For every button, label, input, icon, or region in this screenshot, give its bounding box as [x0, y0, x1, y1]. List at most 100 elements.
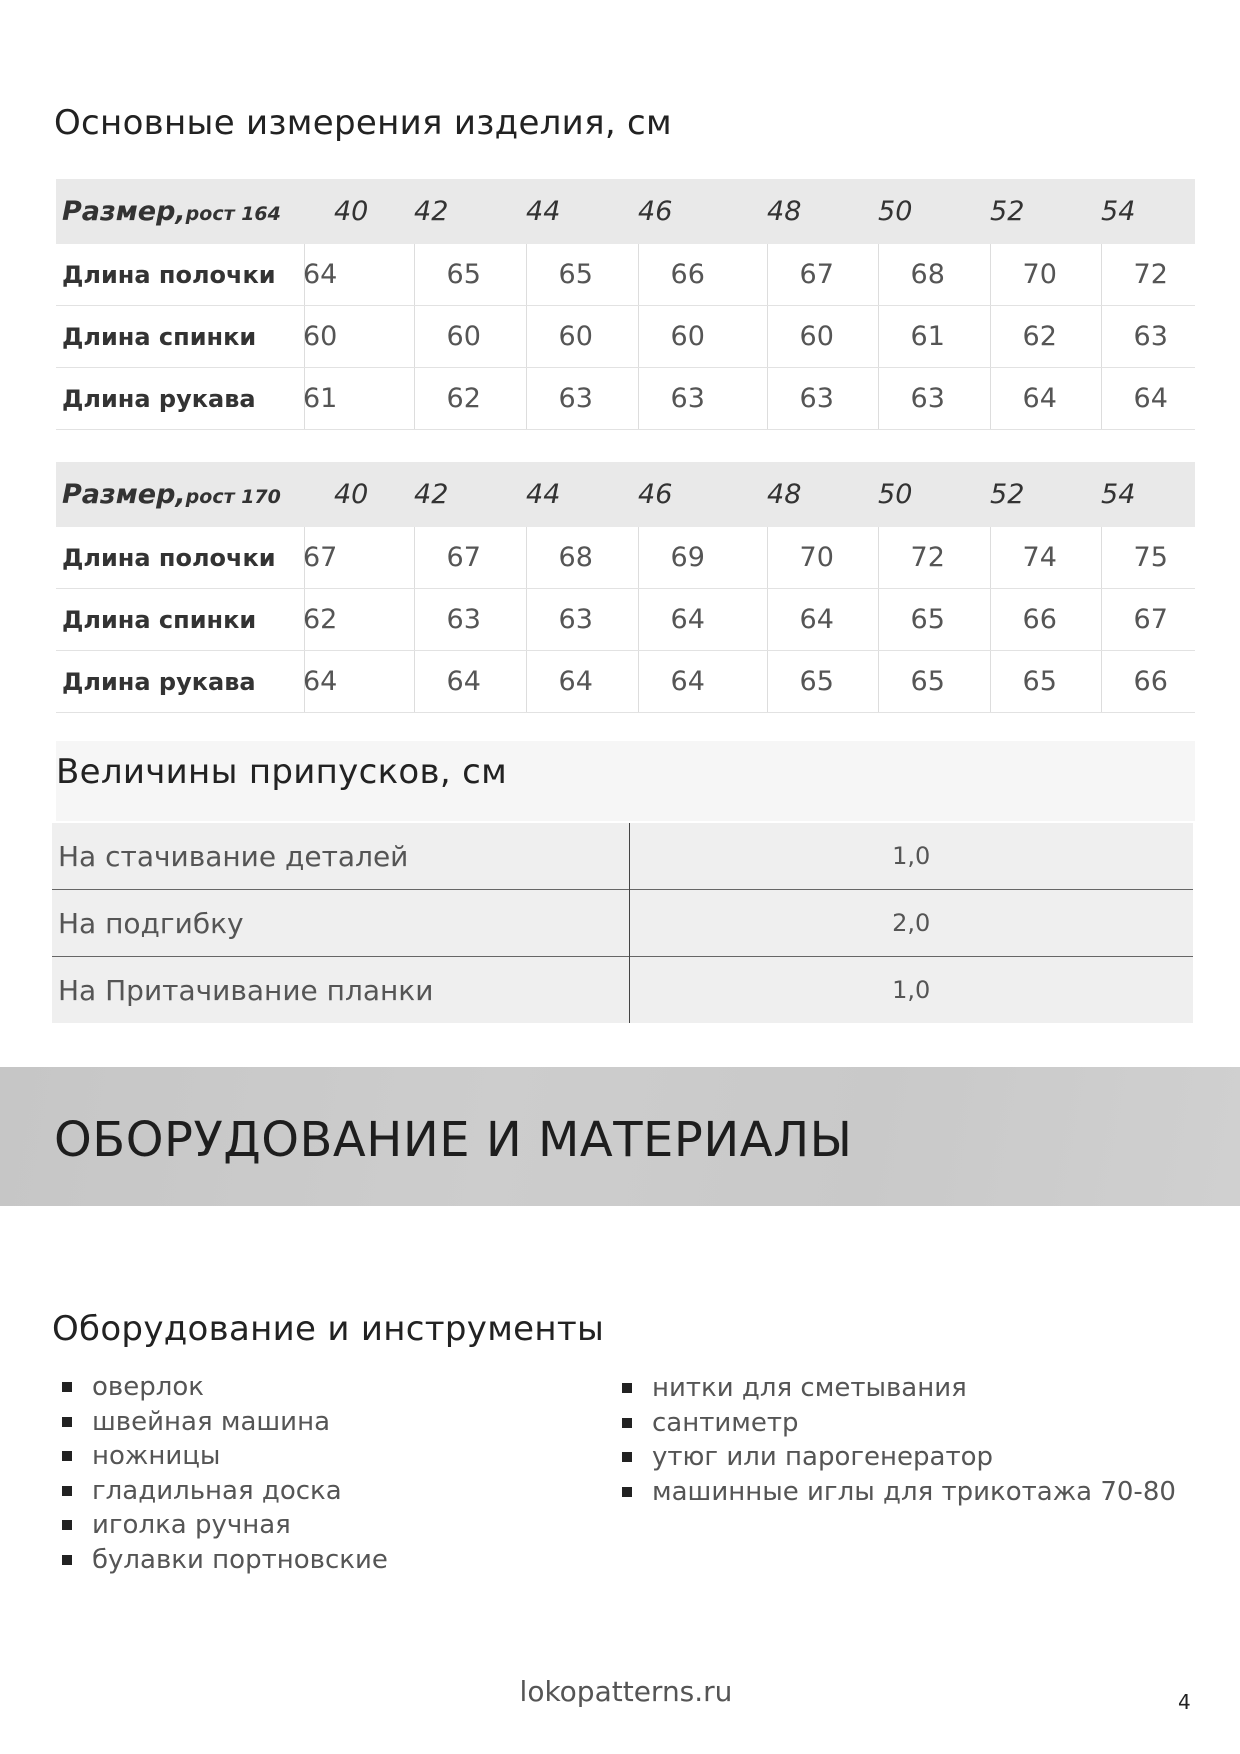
table-row: Длина полочки 64 65 65 66 67 68 70 72	[56, 244, 1196, 306]
bullet-icon	[62, 1520, 72, 1531]
measurement-value: 75	[1100, 527, 1196, 589]
size-column-header: 52	[990, 462, 1102, 527]
row-label: Длина спинки	[56, 305, 304, 368]
item-text: машинные иглы для трикотажа 70-80	[652, 1476, 1176, 1507]
measurement-value: 65	[766, 650, 879, 713]
measurement-value: 66	[1100, 650, 1196, 713]
page-number: 4	[1178, 1690, 1191, 1714]
size-column-header: 46	[638, 462, 768, 527]
measurement-value: 68	[877, 244, 991, 306]
allowance-label: На подгибку	[52, 889, 629, 957]
item-text: иголка ручная	[92, 1510, 291, 1541]
item-text: булавки портновские	[92, 1544, 388, 1575]
table-header-row: Размер,рост 164 40 42 44 46 48 50 52 54	[56, 179, 1196, 244]
measurement-value: 64	[637, 650, 768, 713]
row-label: Длина полочки	[56, 244, 304, 306]
list-item: иголка ручная	[62, 1508, 388, 1543]
list-item: сантиметр	[622, 1406, 1176, 1441]
banner-title: ОБОРУДОВАНИЕ И МАТЕРИАЛЫ	[54, 1112, 853, 1168]
bullet-icon	[622, 1452, 632, 1463]
measurement-value: 60	[766, 305, 879, 368]
measurement-value: 60	[413, 305, 527, 368]
bullet-icon	[622, 1417, 632, 1428]
row-label: Длина рукава	[56, 650, 304, 713]
measurement-value: 67	[303, 527, 383, 589]
table-row: Длина спинки 60 60 60 60 60 61 62 63	[56, 305, 1196, 368]
measurement-value: 70	[766, 527, 879, 589]
measurement-value: 60	[637, 305, 768, 368]
size-column-header: 52	[990, 179, 1102, 244]
row-label: Длина спинки	[56, 588, 304, 651]
item-text: нитки для сметывания	[652, 1373, 967, 1403]
measurement-value: 64	[413, 650, 527, 713]
measurement-value: 61	[877, 305, 991, 368]
row-label: Длина полочки	[56, 527, 304, 589]
size-column-header: 48	[767, 179, 879, 244]
measurement-value: 63	[877, 367, 991, 430]
measurement-value: 63	[525, 367, 639, 430]
bullet-icon	[62, 1451, 72, 1462]
item-text: сантиметр	[652, 1407, 799, 1438]
allowance-row: На Притачивание планки 1,0	[52, 956, 1193, 1023]
size-column-header: 48	[767, 462, 879, 527]
list-item: швейная машина	[62, 1405, 388, 1440]
list-item: нитки для сметывания	[622, 1371, 1176, 1406]
measurement-value: 64	[525, 650, 639, 713]
bullet-icon	[62, 1554, 72, 1565]
measurement-value: 65	[525, 244, 639, 306]
row-label: Длина рукава	[56, 367, 304, 430]
measurement-value: 64	[989, 367, 1102, 430]
size-column-header: 44	[526, 462, 639, 527]
allowance-value: 1,0	[628, 823, 1193, 890]
bullet-icon	[62, 1485, 72, 1496]
measurement-value: 62	[413, 367, 527, 430]
measurement-value: 63	[525, 588, 639, 651]
list-item: булавки портновские	[62, 1543, 388, 1578]
measurement-value: 64	[303, 244, 383, 306]
size-column-header: 46	[638, 179, 768, 244]
measurement-value: 67	[413, 527, 527, 589]
measurement-value: 63	[413, 588, 527, 651]
size-table-164: Размер,рост 164 40 42 44 46 48 50 52 54 Длина пол…	[56, 179, 1196, 430]
footer-site-link[interactable]: lokopatterns.ru	[519, 1675, 733, 1708]
measurement-value: 61	[303, 367, 383, 430]
allowance-label: На Притачивание планки	[52, 956, 629, 1023]
list-item: оверлок	[62, 1370, 388, 1405]
measurement-value: 66	[989, 588, 1102, 651]
item-text: гладильная доска	[92, 1475, 342, 1506]
allowance-value: 2,0	[628, 889, 1193, 957]
list-item: машинные иглы для трикотажа 70-80	[622, 1475, 1176, 1510]
bullet-icon	[622, 1486, 632, 1497]
size-column-header: 40	[304, 179, 415, 244]
measurement-value: 64	[303, 650, 383, 713]
size-column-header: 42	[414, 462, 527, 527]
measurement-value: 67	[1100, 588, 1196, 651]
measurement-value: 60	[525, 305, 639, 368]
measurements-title: Основные измерения изделия, см	[54, 103, 672, 143]
size-column-header: 42	[414, 179, 527, 244]
allowance-row: На подгибку 2,0	[52, 889, 1193, 957]
allowance-value: 1,0	[628, 956, 1193, 1023]
table-row: Длина рукава 61 62 63 63 63 63 64 64	[56, 367, 1196, 430]
measurement-value: 72	[877, 527, 991, 589]
size-header-label: Размер,рост 170	[56, 462, 304, 527]
bullet-icon	[62, 1416, 72, 1427]
measurement-value: 62	[989, 305, 1102, 368]
size-label: Размер,	[62, 196, 186, 227]
list-item: утюг или парогенератор	[622, 1440, 1176, 1475]
size-column-header: 54	[1101, 179, 1196, 244]
section-banner	[0, 1067, 1240, 1206]
list-item: гладильная доска	[62, 1474, 388, 1509]
measurement-value: 67	[766, 244, 879, 306]
allowances-table: На стачивание деталей 1,0 На подгибку 2,0 На…	[52, 823, 1193, 1023]
size-column-header: 44	[526, 179, 639, 244]
measurement-value: 62	[303, 588, 383, 651]
measurement-value: 69	[637, 527, 768, 589]
measurement-value: 64	[766, 588, 879, 651]
size-header-label: Размер,рост 164	[56, 179, 304, 244]
measurement-value: 60	[303, 305, 383, 368]
equipment-list-left: оверлок швейная машина ножницы гладильная д…	[62, 1370, 388, 1578]
measurement-value: 72	[1100, 244, 1196, 306]
measurement-value: 70	[989, 244, 1102, 306]
equipment-list-right: нитки для сметывания сантиметр утюг или па…	[622, 1371, 1176, 1509]
